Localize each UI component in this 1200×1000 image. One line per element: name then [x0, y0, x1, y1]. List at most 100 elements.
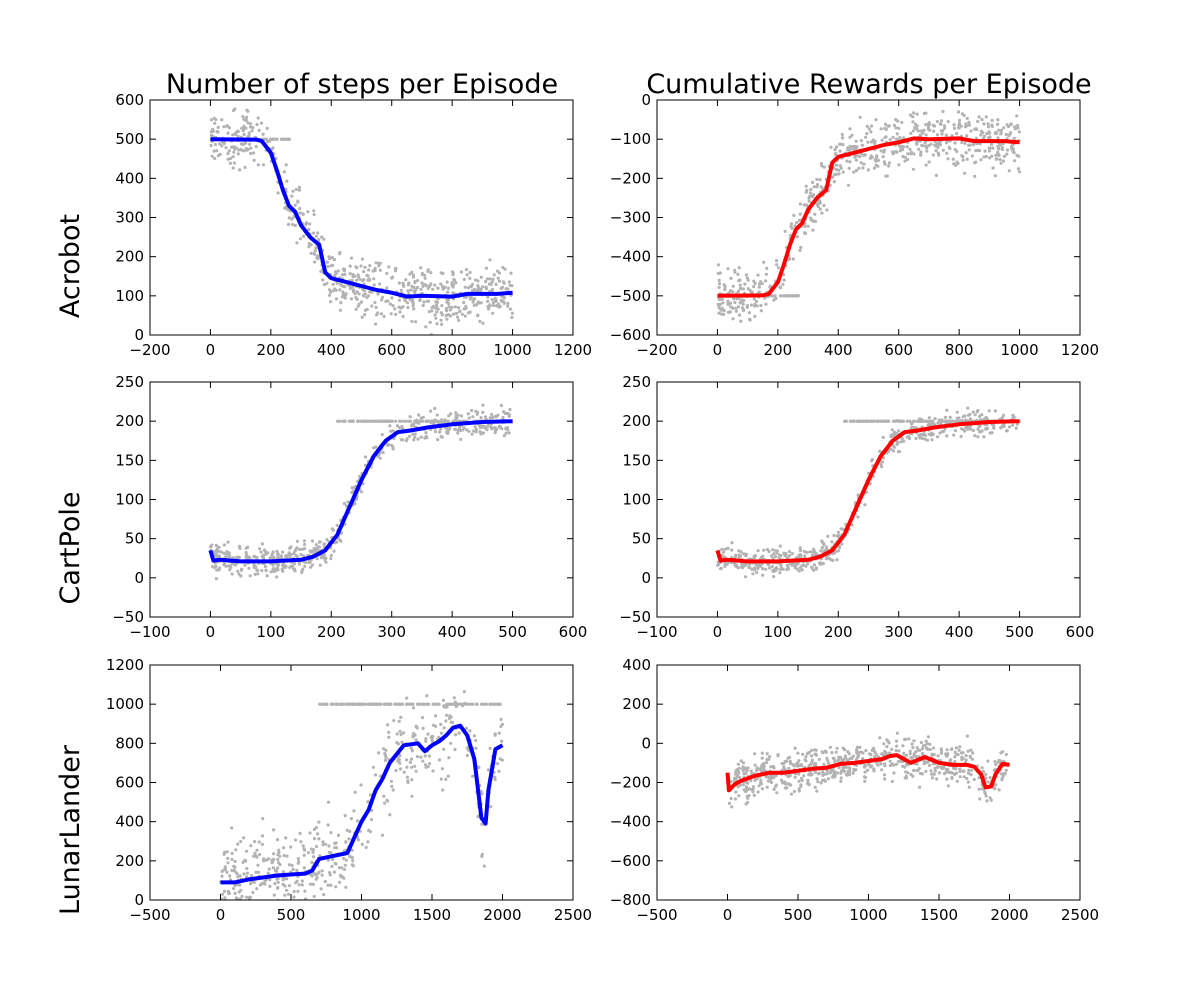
- scatter-point: [936, 142, 940, 147]
- scatter-point: [1012, 136, 1016, 140]
- scatter-point: [902, 439, 906, 443]
- scatter-point: [433, 283, 437, 287]
- scatter-point: [214, 577, 218, 581]
- scatter-point: [752, 297, 756, 301]
- scatter-point: [754, 299, 759, 304]
- scatter-point: [835, 534, 840, 538]
- scatter-point: [423, 276, 427, 280]
- scatter-point: [789, 222, 794, 226]
- scatter-point: [751, 572, 755, 576]
- scatter-point: [466, 412, 470, 416]
- scatter-point: [298, 206, 302, 211]
- scatter-point: [387, 735, 391, 739]
- scatter-point: [833, 775, 837, 779]
- scatter-point: [761, 573, 765, 577]
- scatter-point: [892, 123, 897, 127]
- scatter-point: [244, 849, 249, 853]
- scatter-point: [391, 429, 395, 433]
- scatter-point: [729, 796, 733, 801]
- scatter-point: [924, 111, 928, 115]
- scatter-point: [897, 749, 901, 753]
- scatter-point: [312, 209, 316, 213]
- scatter-point: [374, 322, 378, 326]
- scatter-point: [302, 547, 307, 551]
- scatter-point: [391, 788, 395, 792]
- scatter-point: [985, 427, 990, 431]
- x-tick-label: 300: [377, 623, 406, 641]
- scatter-point: [823, 772, 827, 776]
- scatter-point: [929, 433, 933, 437]
- scatter-point: [769, 765, 773, 769]
- scatter-point: [257, 840, 261, 844]
- scatter-point: [480, 854, 484, 859]
- scatter-point: [996, 122, 1000, 126]
- scatter-point: [472, 429, 476, 433]
- scatter-point: [488, 304, 492, 308]
- scatter-point: [252, 158, 256, 162]
- scatter-point: [269, 912, 272, 915]
- scatter-point: [970, 154, 975, 158]
- scatter-point: [246, 908, 249, 911]
- scatter-point: [887, 741, 891, 745]
- scatter-point: [790, 551, 794, 556]
- scatter-point: [730, 541, 734, 545]
- scatter-point: [848, 127, 852, 131]
- scatter-point: [834, 549, 838, 554]
- scatter-point: [311, 855, 316, 859]
- y-tick-label: 0: [134, 326, 144, 344]
- scatter-point: [348, 264, 352, 268]
- scatter-point: [1015, 124, 1020, 128]
- scatter-point: [955, 132, 959, 136]
- scatter-point: [267, 867, 271, 871]
- scatter-point: [242, 124, 246, 128]
- scatter-point: [336, 419, 340, 423]
- scatter-point: [799, 783, 803, 787]
- scatter-point: [414, 738, 418, 742]
- scatter-point: [241, 142, 245, 147]
- scatter-point: [488, 416, 492, 420]
- y-tick-label: 0: [641, 569, 651, 587]
- y-tick-label: 600: [115, 774, 144, 792]
- scatter-point: [844, 765, 848, 769]
- scatter-point: [358, 474, 362, 478]
- scatter-point: [733, 268, 737, 272]
- scatter-point: [210, 565, 215, 569]
- scatter-point: [848, 766, 852, 771]
- scatter-point: [483, 702, 487, 706]
- scatter-point: [286, 137, 290, 141]
- scatter-point: [434, 306, 438, 310]
- scatter-point: [953, 755, 957, 759]
- scatter-point: [326, 264, 330, 268]
- scatter-point: [506, 301, 510, 305]
- scatter-point: [859, 139, 864, 143]
- scatter-point: [431, 723, 436, 727]
- scatter-point: [378, 702, 382, 706]
- scatter-point: [955, 149, 959, 153]
- scatter-point: [504, 431, 508, 435]
- scatter-point: [453, 278, 457, 283]
- scatter-point: [772, 575, 776, 579]
- scatter-point: [336, 269, 340, 273]
- scatter-point: [864, 749, 868, 753]
- scatter-point: [892, 430, 897, 434]
- scatter-point: [290, 194, 294, 198]
- scatter-point: [308, 549, 312, 553]
- scatter-point: [226, 540, 230, 544]
- scatter-point: [232, 161, 236, 165]
- scatter-point: [781, 282, 785, 286]
- scatter-point: [762, 548, 766, 552]
- scatter-point: [208, 545, 213, 549]
- scatter-point: [439, 318, 443, 322]
- scatter-point: [350, 856, 354, 860]
- scatter-point: [454, 733, 458, 737]
- scatter-point: [431, 702, 435, 706]
- scatter-point: [771, 568, 775, 573]
- scatter-point: [736, 767, 740, 771]
- scatter-point: [510, 315, 514, 319]
- scatter-point: [331, 857, 335, 862]
- scatter-point: [363, 463, 368, 467]
- scatter-point: [984, 776, 988, 780]
- scatter-point: [237, 148, 241, 152]
- scatter-point: [302, 853, 306, 857]
- scatter-point: [397, 298, 401, 302]
